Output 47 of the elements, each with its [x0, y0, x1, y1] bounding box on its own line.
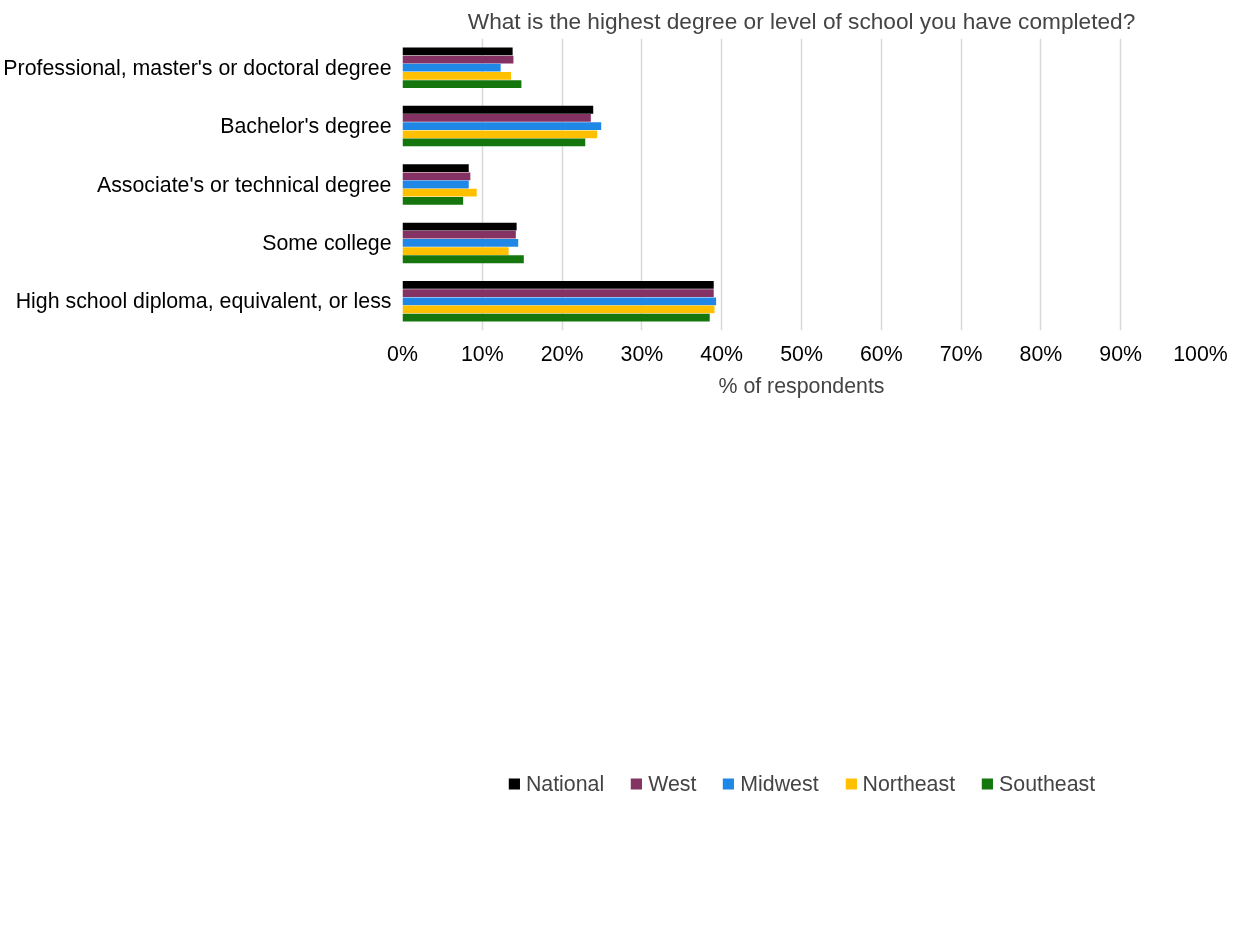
bar [402, 289, 714, 298]
bar [402, 114, 591, 122]
x-tick-label: 70% [939, 341, 983, 366]
bar [402, 80, 522, 88]
legend-label: Midwest [740, 771, 819, 797]
bar [402, 71, 512, 80]
bar [402, 281, 714, 289]
bar [402, 164, 469, 173]
bar [402, 188, 477, 197]
bar [402, 239, 519, 247]
bar [402, 130, 598, 139]
x-tick-label: 10% [460, 341, 504, 366]
x-tick-label: 100% [1173, 341, 1228, 366]
y-tick-label: Some college [262, 230, 392, 255]
bar [402, 196, 464, 205]
bar [402, 255, 524, 264]
x-tick-label: 0% [387, 341, 418, 366]
bar [402, 172, 471, 181]
chart-title: What is the highest degree or level of school you have completed? [467, 7, 1136, 34]
bar [402, 297, 717, 306]
bar [402, 180, 469, 189]
bar [402, 47, 513, 56]
x-tick-label: 90% [1099, 341, 1143, 366]
legend-label: National [525, 771, 605, 797]
bar [402, 230, 516, 239]
bar [402, 305, 715, 314]
x-tick-label: 80% [1019, 341, 1063, 366]
x-tick-label: 40% [700, 341, 744, 366]
legend-label: Northeast [862, 771, 956, 797]
x-axis-title: % of respondents [718, 373, 885, 398]
bar [402, 222, 517, 231]
bar [402, 247, 509, 255]
bar [402, 122, 602, 130]
bar [402, 63, 501, 72]
y-tick-label: Professional, master's or doctoral degree [3, 55, 392, 80]
y-tick-label: Bachelor's degree [220, 114, 392, 139]
bar [402, 313, 710, 322]
legend-label: Southeast [999, 771, 1096, 797]
x-tick-label: 20% [540, 341, 584, 366]
bar [402, 138, 586, 147]
y-tick-label: Associate's or technical degree [96, 172, 392, 197]
bar [402, 105, 594, 114]
x-tick-label: 60% [859, 341, 903, 366]
legend-label: West [648, 771, 697, 797]
y-tick-label: High school diploma, equivalent, or less [15, 289, 392, 314]
x-tick-label: 50% [780, 341, 823, 366]
x-tick-label: 30% [620, 341, 664, 366]
